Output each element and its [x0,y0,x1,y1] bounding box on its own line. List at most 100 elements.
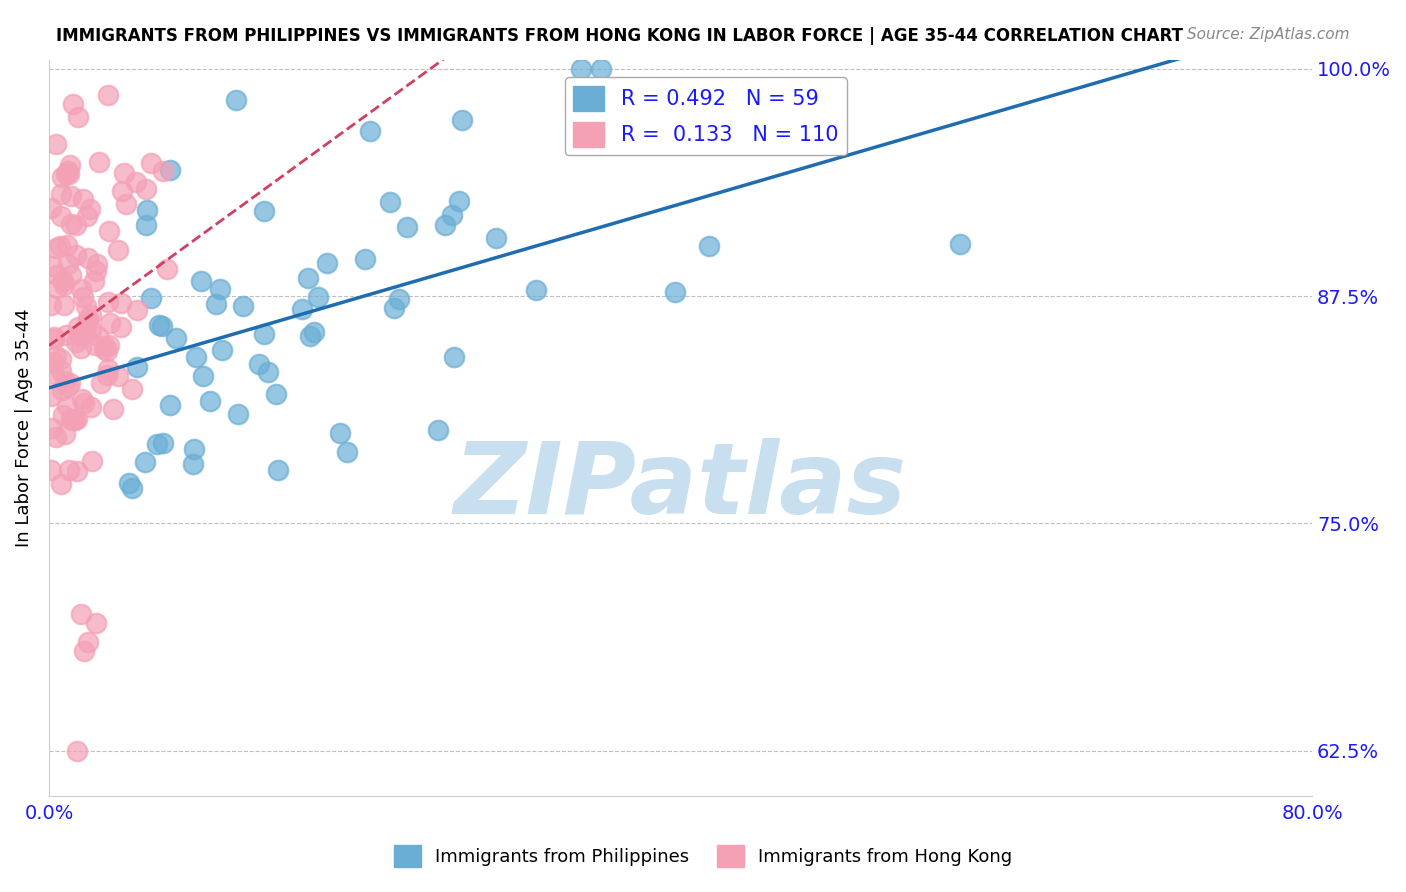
Point [77,312,100,326]
Point [83,274,105,288]
Point [87,154,110,169]
Point [125,359,148,374]
Point [70,282,93,296]
Point [56,163,79,178]
Point [307,290,329,304]
Text: IMMIGRANTS FROM PHILIPPINES VS IMMIGRANTS FROM HONG KONG IN LABOR FORCE | AGE 35: IMMIGRANTS FROM PHILIPPINES VS IMMIGRANT… [56,27,1184,45]
Point [697,239,720,253]
Point [152,436,174,450]
Point [228,407,250,421]
Point [304,326,326,340]
Point [70,392,93,406]
Point [90,376,112,391]
Point [107,369,129,384]
Point [52,277,75,292]
Point [191,369,214,384]
Point [51,384,73,398]
Point [949,236,972,251]
Point [59,217,82,231]
Point [41,259,63,273]
Point [159,162,181,177]
Point [80,400,103,414]
Point [66,744,89,758]
Point [66,319,89,334]
Point [73,396,96,410]
Point [135,202,157,217]
Point [118,476,141,491]
Point [49,186,72,201]
Point [45,241,67,255]
Point [150,318,173,333]
Point [73,643,96,657]
Point [97,295,120,310]
Point [441,208,464,222]
Point [76,209,98,223]
Point [156,262,179,277]
Legend: Immigrants from Philippines, Immigrants from Hong Kong: Immigrants from Philippines, Immigrants … [387,838,1019,874]
Point [208,282,231,296]
Point [45,349,67,363]
Point [52,274,75,288]
Point [134,455,156,469]
Point [63,413,86,427]
Point [58,463,80,477]
Point [97,224,120,238]
Point [84,338,107,352]
Point [46,268,69,283]
Point [110,296,132,310]
Point [52,408,75,422]
Point [125,175,148,189]
Point [329,425,352,440]
Point [121,481,143,495]
Point [69,607,91,622]
Point [77,252,100,266]
Point [56,237,79,252]
Point [80,454,103,468]
Point [59,376,82,390]
Point [39,463,62,477]
Point [359,123,381,137]
Point [55,327,77,342]
Point [98,316,121,330]
Point [139,156,162,170]
Point [51,169,73,184]
Point [112,165,135,179]
Point [253,326,276,341]
Point [110,319,132,334]
Point [45,430,67,444]
Point [97,362,120,376]
Point [62,413,84,427]
Point [65,248,87,262]
Point [51,364,73,378]
Point [59,268,82,282]
Point [382,301,405,315]
Point [42,354,65,368]
Point [225,93,247,107]
Point [139,292,162,306]
Legend: R = 0.492   N = 59, R =  0.133   N = 110: R = 0.492 N = 59, R = 0.133 N = 110 [565,78,846,155]
Point [65,335,87,350]
Point [135,181,157,195]
Point [51,351,73,366]
Point [184,350,207,364]
Point [62,97,84,112]
Point [267,463,290,477]
Point [146,437,169,451]
Point [39,389,62,403]
Point [56,256,79,270]
Point [75,299,97,313]
Point [299,328,322,343]
Point [183,442,205,456]
Point [591,62,613,76]
Point [39,201,62,215]
Point [297,271,319,285]
Point [336,444,359,458]
Point [96,368,118,382]
Point [53,426,76,441]
Point [84,264,107,278]
Point [42,368,65,382]
Y-axis label: In Labor Force | Age 35-44: In Labor Force | Age 35-44 [15,309,32,547]
Point [524,283,547,297]
Point [485,230,508,244]
Point [58,168,80,182]
